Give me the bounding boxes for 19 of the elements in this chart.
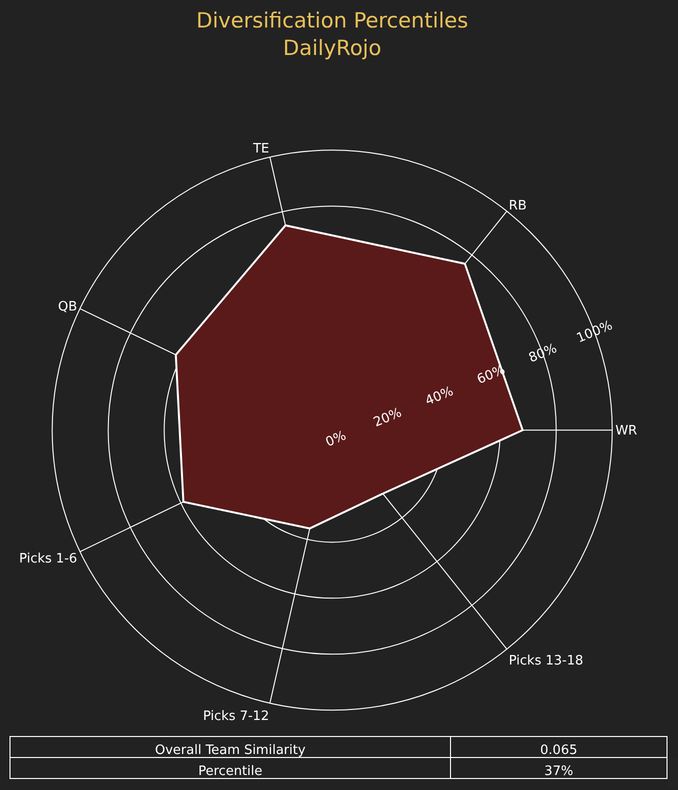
text: 37% xyxy=(544,764,574,780)
spoke-label: Picks 7-12 xyxy=(202,708,270,724)
y-tick-label: 60% xyxy=(475,362,508,388)
spoke-label: Picks 1-6 xyxy=(19,552,78,567)
text: 0.065 xyxy=(540,743,578,758)
text: Overall Team Similarity xyxy=(154,743,306,758)
y-tick-label: 100% xyxy=(574,318,615,346)
spoke-label: QB xyxy=(58,299,78,314)
spoke-label: RB xyxy=(508,198,527,214)
y-tick-label: 0% xyxy=(324,428,348,450)
spoke-label: Picks 13-18 xyxy=(508,654,584,669)
y-tick-label: 20% xyxy=(372,406,404,430)
y-tick-label: 40% xyxy=(423,384,456,409)
text: Percentile xyxy=(198,764,262,780)
chart-title: Diversification Percentiles xyxy=(196,8,468,33)
y-tick-label: 80% xyxy=(526,341,560,366)
spoke-label: TE xyxy=(252,142,270,157)
spoke-label: WR xyxy=(615,424,638,439)
chart-subtitle: DailyRojo xyxy=(283,36,382,60)
